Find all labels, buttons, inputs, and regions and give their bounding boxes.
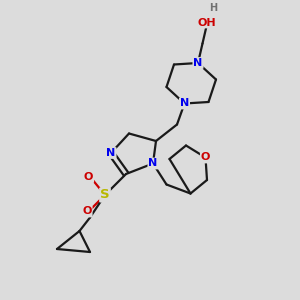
Text: N: N — [148, 158, 158, 169]
Text: N: N — [194, 58, 202, 68]
Text: S: S — [100, 188, 110, 202]
Text: O: O — [201, 152, 210, 163]
Text: O: O — [82, 206, 92, 217]
Text: O: O — [84, 172, 93, 182]
Text: OH: OH — [198, 17, 216, 28]
Text: N: N — [106, 148, 116, 158]
Text: H: H — [209, 3, 218, 14]
Text: N: N — [180, 98, 189, 109]
